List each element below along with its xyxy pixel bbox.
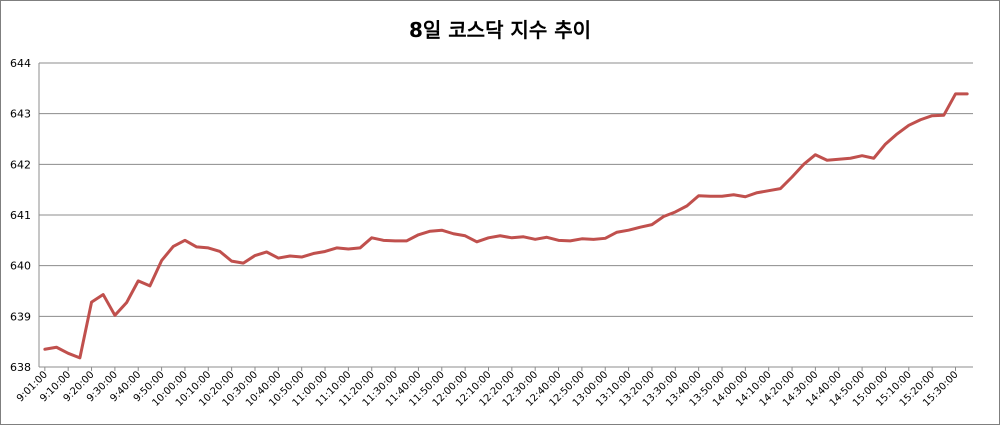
y-tick-label: 644: [10, 57, 31, 70]
y-tick-label: 643: [10, 108, 31, 121]
y-tick-label: 642: [10, 158, 31, 171]
series-line: [43, 92, 969, 360]
y-tick-label: 640: [10, 260, 31, 273]
x-axis-ticks: 9:01:009:10:009:20:009:30:009:40:009:50:…: [15, 367, 961, 409]
y-tick-label: 641: [10, 209, 31, 222]
series-layer: [43, 92, 969, 360]
y-tick-label: 638: [10, 361, 31, 374]
y-tick-label: 639: [10, 310, 31, 323]
chart-title: 8일 코스닥 지수 추이: [408, 18, 591, 42]
gridlines: [38, 62, 973, 368]
y-axis-ticks: 638 639 640 641 642 643 644: [10, 57, 31, 374]
